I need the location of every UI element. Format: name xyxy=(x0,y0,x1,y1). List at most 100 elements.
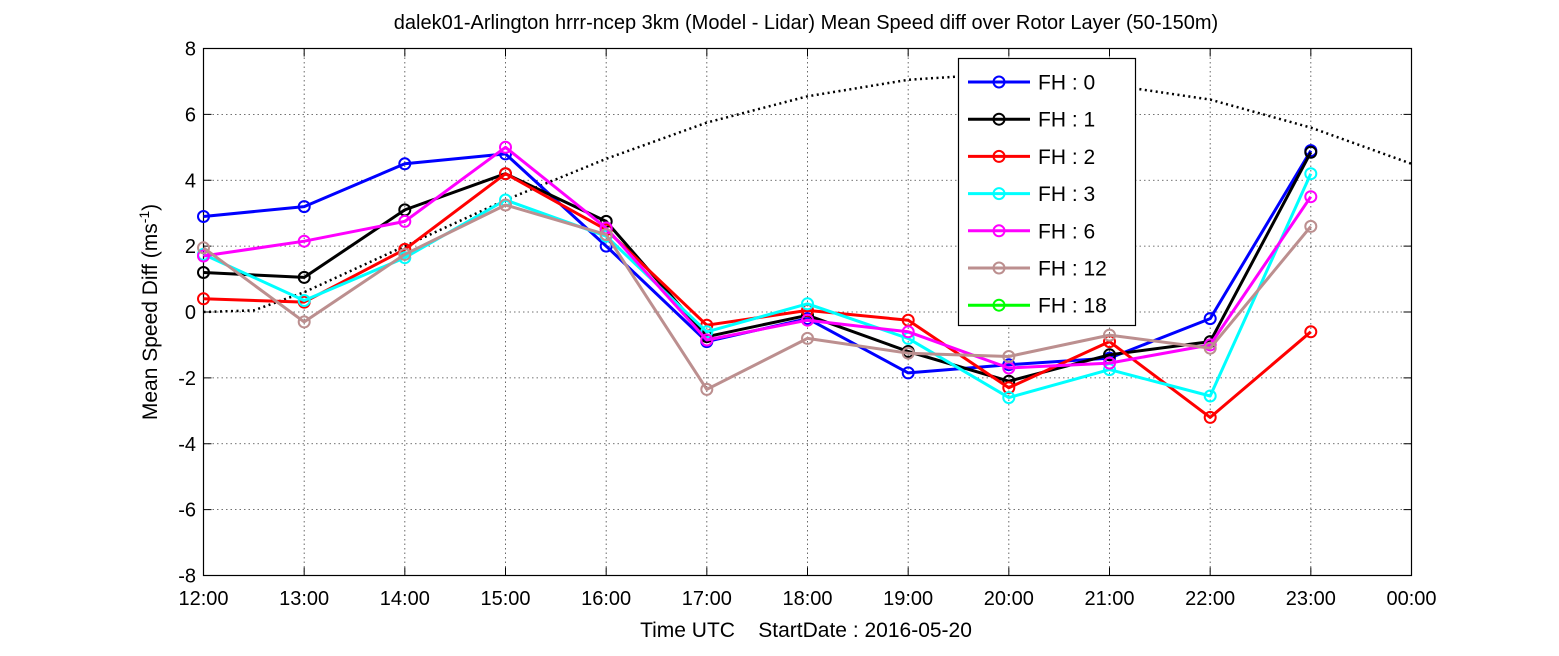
data-point xyxy=(197,241,210,255)
legend-item: FH : 0 xyxy=(968,72,1095,95)
y-tick-labels: 8 6 4 2 0 -2 -4 -6 -8 xyxy=(178,39,196,588)
legend-swatch-marker xyxy=(992,187,1006,201)
legend-swatch-marker xyxy=(992,261,1006,275)
data-point xyxy=(197,249,210,263)
data-point xyxy=(197,266,210,279)
y-tick-label: 4 xyxy=(185,170,196,192)
legend-box xyxy=(957,57,1137,327)
legend-item: FH : 6 xyxy=(968,220,1095,243)
legend-swatch-marker xyxy=(992,112,1006,126)
data-point xyxy=(297,234,311,248)
x-tick-label: 18:00 xyxy=(782,588,832,610)
legend-label: FH : 0 xyxy=(1038,72,1095,95)
y-axis-label-main: Mean Speed Diff (ms xyxy=(139,223,162,420)
legend-swatch-marker xyxy=(992,298,1006,312)
data-point xyxy=(398,247,412,261)
x-tick-label: 12:00 xyxy=(178,588,228,610)
data-point xyxy=(801,297,814,311)
y-tick-label: -8 xyxy=(178,566,196,588)
y-tick-label: 8 xyxy=(185,39,196,61)
chart-title: dalek01-Arlington hrrr-ncep 3km (Model -… xyxy=(394,12,1218,34)
y-axis-label: Mean Speed Diff (ms-1) xyxy=(136,204,162,420)
data-point xyxy=(1203,410,1217,424)
data-point xyxy=(1304,167,1318,181)
series-fh-3 xyxy=(197,167,1318,405)
data-point xyxy=(1304,325,1318,339)
series-line xyxy=(202,203,1312,391)
x-tick-label: 21:00 xyxy=(1084,588,1134,610)
data-point xyxy=(297,200,311,214)
data-point xyxy=(1103,328,1116,342)
x-tick-label: 15:00 xyxy=(480,588,530,610)
legend-item: FH : 2 xyxy=(968,146,1095,169)
data-point xyxy=(499,167,512,181)
data-point xyxy=(1304,219,1318,233)
data-point xyxy=(398,214,412,228)
data-point xyxy=(901,325,915,339)
data-point xyxy=(1203,312,1217,326)
data-point xyxy=(801,313,814,327)
series-fh-12 xyxy=(197,198,1318,396)
data-point xyxy=(700,382,714,396)
y-axis-label-tail: ) xyxy=(139,204,162,211)
data-point xyxy=(297,270,311,284)
data-point xyxy=(1203,389,1217,403)
data-point xyxy=(297,315,311,329)
data-point xyxy=(599,228,613,242)
legend: FH : 0 FH : 1 FH : 2 FH : 3 FH : 6 FH : 12 FH … xyxy=(957,57,1137,327)
legend-swatch-marker xyxy=(992,149,1006,163)
series-line xyxy=(203,145,1313,370)
legend-item: FH : 18 xyxy=(968,295,1107,318)
legend-swatch-marker xyxy=(992,75,1006,89)
data-point xyxy=(1304,145,1318,159)
data-point xyxy=(1103,348,1116,362)
x-tick-labels: 12:00 13:00 14:00 15:00 16:00 17:00 18:00 19:00… xyxy=(178,588,1436,610)
data-point xyxy=(901,366,915,380)
data-point xyxy=(1103,356,1116,370)
y-tick-label: -6 xyxy=(178,500,196,522)
series-fh-2 xyxy=(197,167,1318,424)
x-tick-label: 00:00 xyxy=(1386,588,1436,610)
x-tick-label: 23:00 xyxy=(1286,588,1336,610)
legend-label: FH : 3 xyxy=(1038,183,1095,206)
x-axis-label: Time UTC StartDate : 2016-05-20 xyxy=(640,619,972,642)
data-point xyxy=(1002,350,1016,363)
x-tick-label: 20:00 xyxy=(984,588,1034,610)
legend-label: FH : 6 xyxy=(1038,220,1095,243)
y-tick-label: -4 xyxy=(178,434,196,456)
data-point xyxy=(1002,391,1016,405)
legend-label: FH : 2 xyxy=(1038,146,1095,169)
series-fh-1 xyxy=(197,145,1318,388)
data-point xyxy=(700,333,714,347)
data-point xyxy=(398,157,412,171)
series-fh-6 xyxy=(197,140,1318,375)
data-point xyxy=(197,292,210,306)
legend-item: FH : 3 xyxy=(968,183,1095,206)
reference-curve xyxy=(203,75,1412,314)
y-tick-label: -2 xyxy=(178,368,196,390)
x-tick-label: 17:00 xyxy=(682,588,732,610)
data-point xyxy=(1304,190,1318,204)
x-tick-label: 14:00 xyxy=(380,588,430,610)
grid xyxy=(203,48,1412,576)
series-layer xyxy=(197,140,1318,424)
x-tick-label: 16:00 xyxy=(581,588,631,610)
data-point xyxy=(901,346,915,360)
legend-swatch-marker xyxy=(992,224,1006,238)
data-point xyxy=(801,331,814,345)
y-axis-label-sup: -1 xyxy=(136,211,152,224)
x-tick-label: 13:00 xyxy=(279,588,329,610)
y-tick-label: 6 xyxy=(185,104,196,126)
legend-label: FH : 18 xyxy=(1038,295,1107,318)
data-point xyxy=(1002,381,1016,395)
data-point xyxy=(1203,341,1217,355)
data-point xyxy=(297,294,311,307)
x-tick-label: 19:00 xyxy=(883,588,933,610)
series-line xyxy=(203,172,1312,419)
data-point xyxy=(197,210,210,223)
x-tick-label: 22:00 xyxy=(1185,588,1235,610)
legend-label: FH : 1 xyxy=(1038,109,1095,132)
reference-curve-line xyxy=(203,75,1412,314)
y-tick-label: 0 xyxy=(185,302,196,324)
